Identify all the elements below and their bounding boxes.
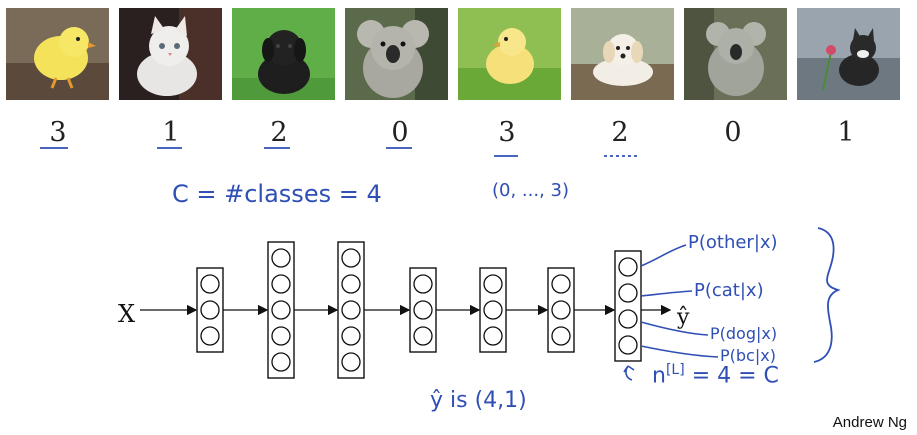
photo-chick-2 xyxy=(458,8,561,100)
neuron-node xyxy=(200,274,220,294)
neuron-node xyxy=(271,274,291,294)
neuron-node xyxy=(271,326,291,346)
photo-puppy-white xyxy=(571,8,674,100)
neuron-node xyxy=(200,326,220,346)
output-link-other xyxy=(640,244,687,267)
neuron-node xyxy=(341,274,361,294)
neuron-node xyxy=(618,309,638,329)
output-prob-dog: P(dog|x) xyxy=(710,324,778,343)
output-shape-note: ŷ is (4,1) xyxy=(430,388,527,413)
neuron-node xyxy=(341,352,361,372)
nL-pointer xyxy=(623,365,635,381)
class-label: 2 xyxy=(611,117,629,148)
photo-kitten-2 xyxy=(797,8,900,100)
neuron-node xyxy=(413,326,433,346)
neuron-node xyxy=(483,326,503,346)
neuron-node xyxy=(271,352,291,372)
photo-kitten-1 xyxy=(119,8,222,100)
output-link-dog xyxy=(640,321,709,336)
output-link-cat xyxy=(640,290,693,297)
neuron-node xyxy=(271,300,291,320)
neuron-node xyxy=(413,274,433,294)
class-label: 3 xyxy=(498,117,516,148)
photo-koala-2 xyxy=(684,8,787,100)
photo-puppy-black xyxy=(232,8,335,100)
photo-chick-1 xyxy=(6,8,109,100)
neuron-node xyxy=(618,283,638,303)
class-label: 3 xyxy=(49,117,67,148)
neuron-node xyxy=(271,248,291,268)
output-brace xyxy=(813,227,841,363)
neuron-node xyxy=(200,300,220,320)
class-label: 1 xyxy=(162,117,180,148)
output-prob-other: P(other|x) xyxy=(688,232,778,253)
neuron-node xyxy=(483,300,503,320)
output-yhat-label: ŷ xyxy=(676,305,690,330)
classes-equation: C = #classes = 4 xyxy=(172,180,382,208)
label-range: (0, ..., 3) xyxy=(492,180,570,201)
nL-note: n[L] = 4 = C xyxy=(652,362,779,389)
output-link-bc xyxy=(640,345,719,358)
class-label: 2 xyxy=(270,117,288,148)
neuron-node xyxy=(483,274,503,294)
neuron-node xyxy=(618,335,638,355)
neuron-node xyxy=(341,248,361,268)
neuron-node xyxy=(551,274,571,294)
photo-koala-1 xyxy=(345,8,448,100)
neuron-node xyxy=(341,326,361,346)
output-prob-cat: P(cat|x) xyxy=(694,280,764,301)
neuron-node xyxy=(618,257,638,277)
class-label: 1 xyxy=(837,117,855,148)
neuron-node xyxy=(341,300,361,320)
output-prob-bc: P(bc|x) xyxy=(720,346,776,365)
neuron-node xyxy=(413,300,433,320)
class-label: 0 xyxy=(724,117,742,148)
class-label: 0 xyxy=(391,117,409,148)
author-credit: Andrew Ng xyxy=(832,414,907,431)
neuron-node xyxy=(551,326,571,346)
neuron-node xyxy=(551,300,571,320)
input-x-label: X xyxy=(118,300,135,328)
